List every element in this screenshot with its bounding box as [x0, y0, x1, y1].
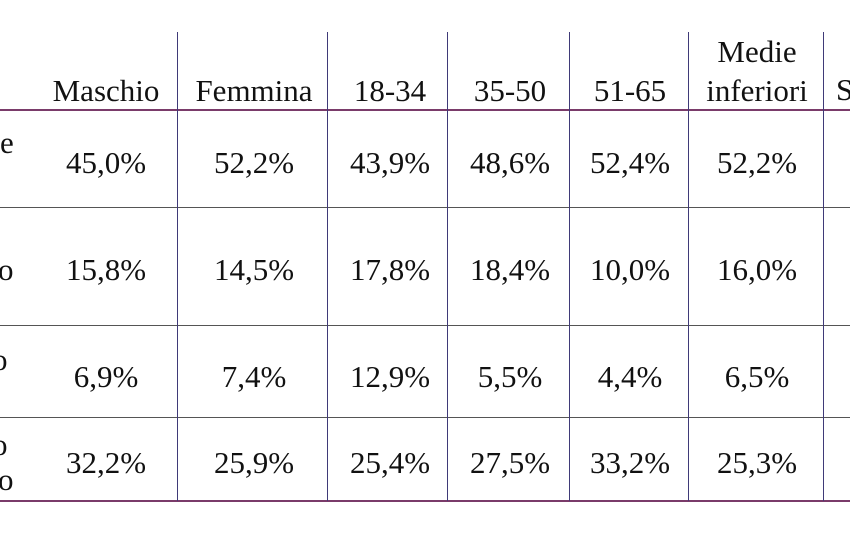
table-cell: 15,8%: [65, 252, 147, 287]
table-cell: 45,0%: [65, 145, 147, 180]
table-cell: 52,4%: [589, 145, 671, 180]
column-divider-1: [177, 32, 178, 501]
column-header-35-50: 35-50: [473, 73, 547, 108]
row-label-fragment-2: o: [0, 252, 14, 287]
column-header-18-34: 18-34: [353, 73, 427, 108]
table-cell: 16,0%: [716, 252, 798, 287]
column-header-partial: S: [836, 72, 850, 107]
table-cell: 52,2%: [213, 145, 295, 180]
table-cell: 14,5%: [213, 252, 295, 287]
table-cell: 48,6%: [469, 145, 551, 180]
column-header-medie-line2: inferiori: [706, 73, 808, 108]
column-divider-2: [327, 32, 328, 501]
table-cell: 7,4%: [221, 359, 287, 394]
table-cell: 32,2%: [65, 445, 147, 480]
row-label-fragment-1: e: [0, 125, 14, 160]
column-header-femmina: Femmina: [195, 73, 313, 108]
table-cell: 12,9%: [349, 359, 431, 394]
table-cell: 43,9%: [349, 145, 431, 180]
row-divider-2: [0, 325, 850, 326]
column-header-maschio: Maschio: [52, 73, 160, 108]
header-bottom-border: [0, 109, 850, 111]
table-cell: 4,4%: [597, 359, 663, 394]
table-cell: 6,9%: [73, 359, 139, 394]
table-cell: 10,0%: [589, 252, 671, 287]
row-label-fragment-4a: o: [0, 429, 8, 460]
table-cell: 6,5%: [724, 359, 790, 394]
row-label-fragment-4b: o: [0, 462, 14, 497]
table-cell: 33,2%: [589, 445, 671, 480]
table-cell: 5,5%: [477, 359, 543, 394]
table-cell: 52,2%: [716, 145, 798, 180]
column-divider-6: [823, 32, 824, 501]
row-divider-1: [0, 207, 850, 208]
table-cell: 17,8%: [349, 252, 431, 287]
column-divider-3: [447, 32, 448, 501]
table-cell: 27,5%: [469, 445, 551, 480]
table-cell: 25,4%: [349, 445, 431, 480]
column-header-medie-line1: Medie: [717, 34, 797, 69]
column-divider-4: [569, 32, 570, 501]
row-label-fragment-3: o: [0, 344, 8, 375]
table-cell: 25,9%: [213, 445, 295, 480]
column-header-51-65: 51-65: [593, 73, 667, 108]
table-cell: 18,4%: [469, 252, 551, 287]
table-cell: 25,3%: [716, 445, 798, 480]
column-divider-5: [688, 32, 689, 501]
row-divider-3: [0, 417, 850, 418]
table-bottom-border: [0, 500, 850, 502]
